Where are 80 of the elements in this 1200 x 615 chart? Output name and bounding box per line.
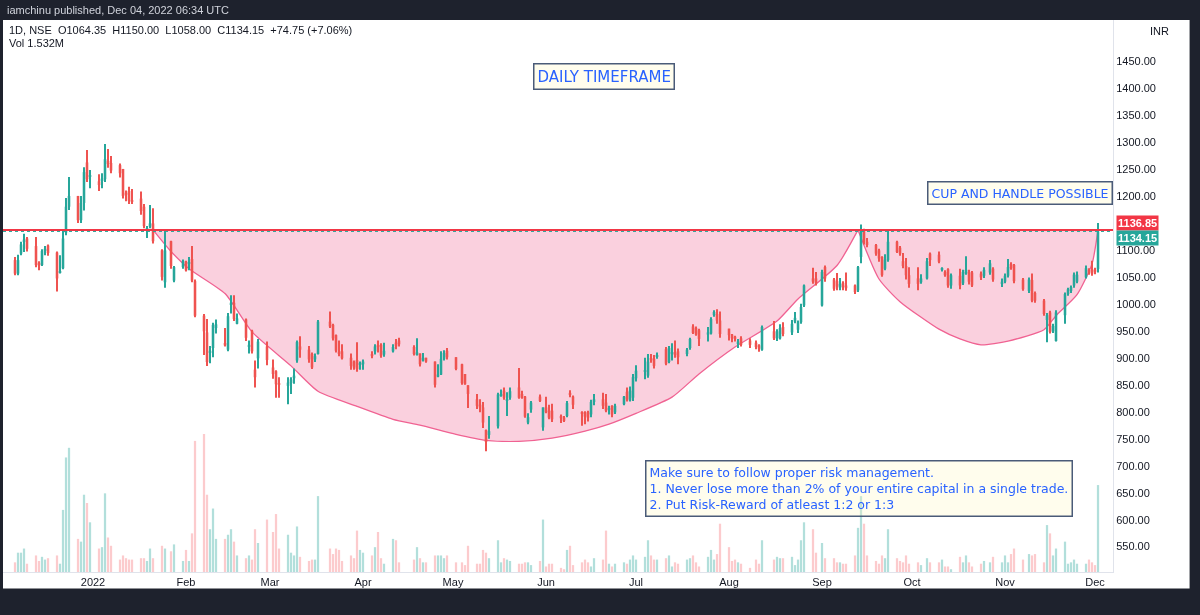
bar xyxy=(832,558,836,572)
y-axis-title: INR xyxy=(1150,25,1169,37)
x-tick-label: Jul xyxy=(628,576,644,589)
bar xyxy=(229,529,233,572)
y-tick-label: 1250.00 xyxy=(1116,162,1156,175)
bar xyxy=(964,555,968,572)
bar xyxy=(55,555,59,572)
y-tick-label: 600.00 xyxy=(1116,513,1150,526)
y-tick-label: 900.00 xyxy=(1116,351,1150,364)
x-tick-label: Dec xyxy=(1085,576,1106,589)
bar xyxy=(943,566,947,572)
bar xyxy=(370,555,374,572)
bar xyxy=(349,555,353,572)
bar xyxy=(139,558,143,572)
y-tick-label: 950.00 xyxy=(1116,324,1150,337)
x-tick-label: May xyxy=(442,576,464,589)
y-tick-label: 700.00 xyxy=(1116,459,1150,472)
bar xyxy=(697,566,701,572)
bar xyxy=(172,544,176,572)
bar xyxy=(496,540,500,572)
bar xyxy=(487,558,491,572)
y-tick-label: 750.00 xyxy=(1116,432,1150,445)
ref-line-label: 1134.15 xyxy=(1118,232,1158,244)
annotation: CUP AND HANDLE POSSIBLE xyxy=(931,185,1109,201)
bar xyxy=(631,555,635,572)
ref-line-label: 1136.85 xyxy=(1118,217,1158,229)
x-tick-label: Sep xyxy=(812,576,832,589)
y-tick-label: 1300.00 xyxy=(1116,135,1156,148)
bar xyxy=(454,562,458,572)
bar xyxy=(823,558,827,572)
annotation: 1D, NSE O1064.35 H1150.00 L1058.00 C1134.15 +74.75 (+7.06%) xyxy=(9,24,353,36)
bar xyxy=(1042,562,1046,572)
x-tick-label: Feb xyxy=(176,576,196,589)
x-tick-label: Apr xyxy=(354,576,372,589)
y-tick-label: 1400.00 xyxy=(1116,81,1156,94)
y-tick-label: 1350.00 xyxy=(1116,108,1156,121)
y-tick-label: 800.00 xyxy=(1116,405,1150,418)
x-tick-label: 2022 xyxy=(80,576,106,589)
text: DAILY TIMEFRAME xyxy=(537,67,671,86)
bar xyxy=(760,540,764,572)
bar xyxy=(970,566,974,572)
bar xyxy=(235,555,239,572)
y-tick-label: 1050.00 xyxy=(1116,270,1156,283)
bar xyxy=(1033,554,1037,572)
y-tick-label: 1450.00 xyxy=(1116,54,1156,67)
annotation: Vol 1.532M xyxy=(9,37,65,49)
bar xyxy=(904,555,908,572)
bar xyxy=(646,540,650,572)
bar xyxy=(967,562,971,572)
bar xyxy=(853,555,857,572)
bar xyxy=(121,555,125,572)
bar xyxy=(439,555,443,572)
bar xyxy=(151,558,155,572)
bar xyxy=(1048,533,1052,572)
text: iamchinu published, Dec 04, 2022 06:34 UTC xyxy=(7,4,230,16)
bar xyxy=(253,529,257,572)
y-tick-label: 1200.00 xyxy=(1116,189,1156,202)
x-tick-label: Nov xyxy=(995,576,1016,589)
y-tick-label: 1100.00 xyxy=(1116,243,1156,256)
y-tick-label: 550.00 xyxy=(1116,540,1150,553)
x-tick-label: Mar xyxy=(260,576,280,589)
y-tick-label: 850.00 xyxy=(1116,378,1150,391)
bar xyxy=(34,555,38,572)
bar xyxy=(928,562,932,572)
bar xyxy=(13,562,17,572)
bar xyxy=(811,529,815,572)
bar xyxy=(886,529,890,572)
bar xyxy=(925,558,929,572)
bar xyxy=(592,558,596,572)
bar xyxy=(649,555,653,572)
annotation: Make sure to follow proper risk management. 1. Never lose more than 2% of your entire capital in a single trade. 2. Put Risk-Reward of atleast 1:2 or 1:3 xyxy=(649,464,1069,512)
y-tick-label: 650.00 xyxy=(1116,486,1150,499)
bar xyxy=(988,562,992,572)
x-tick-label: Oct xyxy=(903,576,921,589)
bar xyxy=(1003,555,1007,572)
x-tick-label: Jun xyxy=(537,576,555,589)
bar xyxy=(418,558,422,572)
x-tick-label: Aug xyxy=(719,576,739,589)
y-tick-label: 1000.00 xyxy=(1116,297,1156,310)
bar xyxy=(295,526,299,572)
